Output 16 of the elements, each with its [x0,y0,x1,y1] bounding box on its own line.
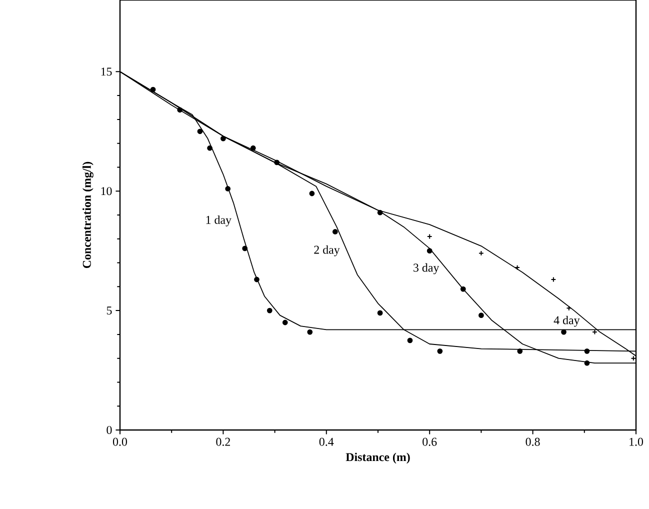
x-tick-label: 1.0 [630,438,644,446]
series-label: 3 day [414,263,440,274]
x-axis-title: Distance (m) [346,452,410,464]
series-label: 2 day [314,245,340,256]
x-tick-label: 0.8 [526,438,540,446]
y-axis-title: Concentration (mg/l) [82,162,94,268]
y-tick-label: 15 [101,68,112,76]
x-tick-label: 0.0 [112,438,128,446]
x-tick-label: 0.4 [319,438,334,446]
y-tick-label: 10 [101,187,112,196]
y-tick-label: 5 [106,306,112,315]
x-tick-label: 0.2 [216,438,230,446]
series-label: 1 day [206,216,232,226]
series-label: 4 day [554,316,580,327]
y-tick-label: 0 [106,426,112,434]
x-tick-label: 0.6 [422,438,437,446]
